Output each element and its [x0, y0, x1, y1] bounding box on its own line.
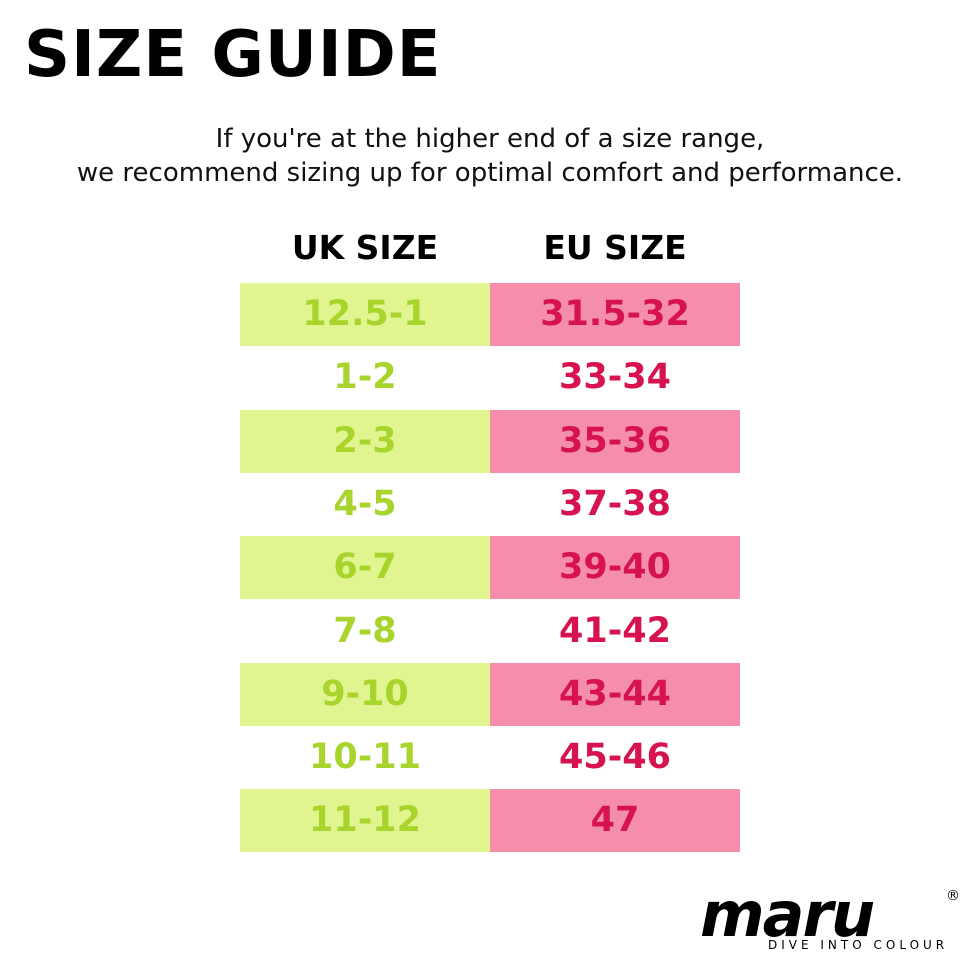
title: SIZE GUIDE	[24, 18, 442, 92]
size-cell: 10-11	[309, 737, 421, 778]
size-cell: 45-46	[559, 737, 671, 778]
size-cell: 31.5-32	[490, 283, 740, 346]
size-cell: 35-36	[490, 409, 740, 473]
column-header: UK SIZE	[291, 228, 439, 267]
size-cell: 4-5	[333, 483, 397, 524]
size-cell: 7-8	[333, 610, 397, 651]
tagline: DIVE INTO COLOUR	[768, 938, 949, 952]
size-cell: 47	[490, 789, 740, 853]
registered-mark: ®	[946, 888, 960, 904]
size-cell: 2-3	[240, 409, 490, 473]
size-cell: 43-44	[490, 662, 740, 726]
size-cell: 37-38	[559, 483, 671, 524]
subtitle-line: we recommend sizing up for optimal comfo…	[76, 158, 904, 188]
column-header: EU SIZE	[543, 228, 687, 267]
size-cell: 39-40	[490, 536, 740, 600]
subtitle-line: If you're at the higher end of a size ra…	[215, 124, 765, 154]
size-cell: 6-7	[240, 536, 490, 600]
logo: maru	[700, 878, 875, 951]
size-cell: 9-10	[240, 662, 490, 726]
size-cell: 1-2	[333, 357, 397, 398]
size-cell: 41-42	[559, 610, 671, 651]
size-cell: 11-12	[240, 789, 490, 853]
size-cell: 12.5-1	[240, 283, 490, 346]
size-cell: 33-34	[559, 357, 671, 398]
